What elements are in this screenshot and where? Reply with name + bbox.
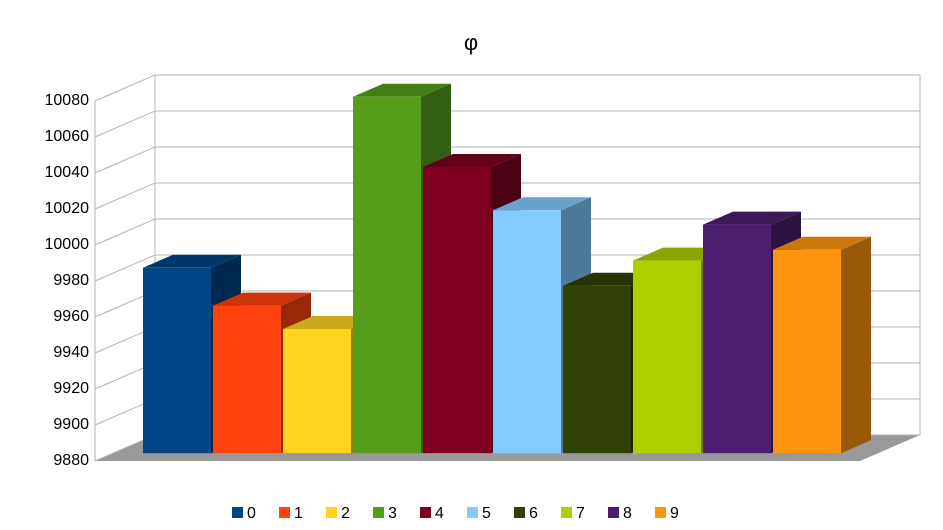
y-tick-label: 10000 [45, 236, 90, 253]
grid-line [94, 74, 920, 102]
bar [143, 267, 211, 454]
bar [353, 96, 421, 454]
legend-swatch [326, 507, 337, 518]
legend-label: 5 [482, 505, 491, 522]
bar-top [213, 292, 311, 306]
legend-label: 9 [670, 505, 679, 522]
y-tick-label: 9940 [53, 344, 89, 361]
legend-swatch [373, 507, 384, 518]
bar [703, 224, 771, 454]
y-tick-label: 10060 [45, 128, 90, 145]
legend-swatch [279, 507, 290, 518]
y-tick-label: 9880 [53, 452, 89, 469]
bar [563, 285, 631, 454]
legend-swatch [608, 507, 619, 518]
bar [493, 210, 561, 454]
legend-swatch [232, 507, 243, 518]
legend-label: 0 [247, 505, 256, 522]
legend-swatch [655, 507, 666, 518]
bar [773, 249, 841, 454]
y-tick-label: 10080 [45, 92, 90, 109]
legend-swatch [467, 507, 478, 518]
bar-top [423, 154, 521, 167]
legend-swatch [561, 507, 572, 518]
y-tick-label: 9920 [53, 380, 89, 397]
bar [633, 260, 701, 454]
grid-line [94, 110, 920, 138]
bar [283, 329, 351, 454]
y-tick-label: 9900 [53, 416, 89, 433]
legend-swatch [420, 507, 431, 518]
y-tick-label: 10040 [45, 164, 90, 181]
bar [423, 167, 491, 454]
y-tick-label: 10020 [45, 200, 90, 217]
legend-swatch [514, 507, 525, 518]
legend-label: 7 [576, 505, 585, 522]
legend-label: 2 [341, 505, 350, 522]
bar-top [493, 197, 591, 211]
legend-label: 6 [529, 505, 538, 522]
bar-top [703, 211, 801, 225]
legend-label: 4 [435, 505, 444, 522]
legend-label: 1 [294, 505, 303, 522]
y-tick-label: 9960 [53, 308, 89, 325]
chart-title: φ [464, 30, 478, 55]
bar-top [353, 83, 451, 97]
bar [213, 305, 281, 454]
y-tick-label: 9980 [53, 272, 89, 289]
bar-top [773, 236, 871, 250]
legend-label: 3 [388, 505, 397, 522]
bar-top [143, 254, 241, 268]
bar-side [841, 236, 871, 454]
legend-label: 8 [623, 505, 632, 522]
